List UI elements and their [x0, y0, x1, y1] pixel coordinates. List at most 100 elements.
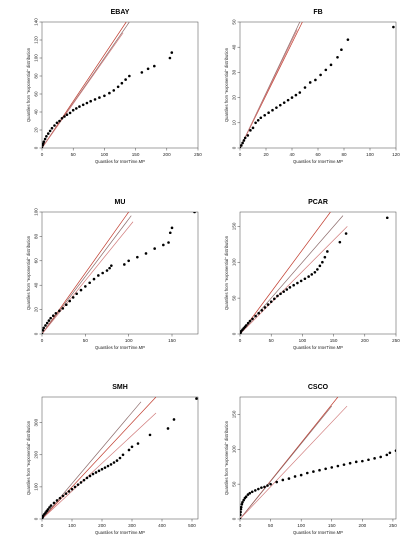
data-point: [263, 306, 267, 309]
data-point: [85, 476, 89, 480]
data-point: [313, 270, 317, 274]
data-point: [392, 25, 395, 29]
data-point: [263, 485, 266, 489]
data-point: [73, 485, 77, 489]
panel-csco: CSCO 0 50 100 150 200 250 0 50 100 150 Quantiles fo…: [224, 384, 397, 535]
data-point: [127, 259, 130, 263]
data-point: [97, 274, 100, 277]
x-axis-label: Quantiles for InterTime.MP: [293, 530, 343, 535]
data-point: [92, 277, 96, 281]
data-point: [279, 292, 282, 296]
data-point: [52, 501, 56, 505]
data-point: [321, 260, 324, 264]
data-point: [112, 461, 116, 464]
data-point: [146, 67, 150, 71]
data-point: [78, 105, 81, 108]
plot-area: [42, 397, 198, 519]
data-point: [85, 101, 89, 105]
reference-line: [240, 215, 344, 334]
reference-line: [42, 22, 127, 148]
y-tick-label: 200: [34, 451, 39, 459]
panel-title: CSCO: [308, 384, 329, 391]
data-point: [269, 482, 272, 486]
x-tick-label: 100: [366, 152, 374, 157]
y-tick-label: 0: [232, 146, 237, 149]
data-point: [394, 449, 396, 452]
reference-line: [42, 401, 142, 519]
data-point: [45, 135, 48, 138]
data-point: [282, 101, 286, 104]
data-point: [243, 136, 247, 140]
data-point: [42, 329, 45, 332]
data-point: [140, 71, 144, 74]
reference-line: [240, 29, 298, 148]
reference-line: [42, 212, 129, 334]
data-point: [65, 113, 69, 116]
data-point: [287, 477, 291, 480]
y-tick-label: 0: [232, 332, 237, 335]
y-tick-label: 50: [232, 295, 237, 301]
data-point: [253, 489, 257, 492]
data-point: [246, 493, 250, 496]
data-point: [244, 324, 248, 327]
data-point: [267, 111, 270, 115]
data-point: [305, 471, 309, 475]
plot-area: [240, 212, 389, 334]
y-tick-label: 0: [34, 517, 39, 520]
x-axis-label: Quantiles for InterTime.MP: [293, 345, 343, 350]
data-point: [79, 481, 83, 484]
x-tick-label: 200: [361, 338, 369, 343]
data-point: [46, 132, 50, 135]
data-point: [312, 470, 315, 473]
plot-area: [42, 22, 174, 148]
plot-area: [240, 397, 396, 519]
data-point: [58, 309, 61, 313]
data-point: [240, 503, 244, 506]
data-point: [286, 98, 290, 102]
plot-frame: [239, 396, 397, 520]
data-point: [340, 48, 343, 52]
data-point: [348, 461, 352, 465]
data-point: [275, 480, 279, 484]
data-point: [108, 91, 111, 95]
data-point: [103, 466, 107, 469]
data-point: [42, 146, 44, 148]
data-point: [47, 319, 51, 322]
data-point: [308, 81, 312, 84]
data-point: [195, 397, 198, 400]
data-point: [144, 252, 148, 255]
data-point: [123, 263, 126, 266]
plot-frame: [41, 211, 199, 335]
data-point: [319, 73, 322, 77]
data-point: [68, 299, 72, 303]
x-tick-label: 40: [289, 152, 295, 157]
data-point: [259, 116, 263, 120]
data-point: [71, 108, 75, 112]
reference-line: [42, 412, 157, 519]
data-point: [248, 491, 252, 495]
data-point: [61, 307, 65, 310]
data-point: [299, 279, 303, 283]
data-point: [244, 495, 248, 498]
data-point: [75, 107, 78, 110]
data-point: [84, 285, 87, 288]
plot-area: [240, 22, 395, 148]
x-tick-label: 250: [389, 523, 397, 528]
panel-ebay: EBAY 0 50 100 150 200 250 0 20 40 60 80 100 120 140 Qua…: [26, 9, 202, 164]
data-point: [275, 106, 278, 109]
x-tick-label: 0: [239, 523, 242, 528]
x-tick-label: 500: [188, 523, 196, 528]
data-point: [361, 459, 364, 463]
data-point: [281, 478, 285, 482]
data-point: [257, 487, 260, 491]
data-point: [260, 309, 264, 312]
data-point: [249, 129, 252, 132]
x-tick-label: 0: [41, 152, 44, 157]
data-point: [241, 141, 244, 145]
data-point: [88, 474, 92, 478]
data-point: [296, 281, 299, 285]
data-point: [71, 296, 75, 299]
x-tick-label: 200: [98, 523, 106, 528]
data-point: [94, 471, 98, 474]
x-tick-label: 250: [392, 338, 400, 343]
